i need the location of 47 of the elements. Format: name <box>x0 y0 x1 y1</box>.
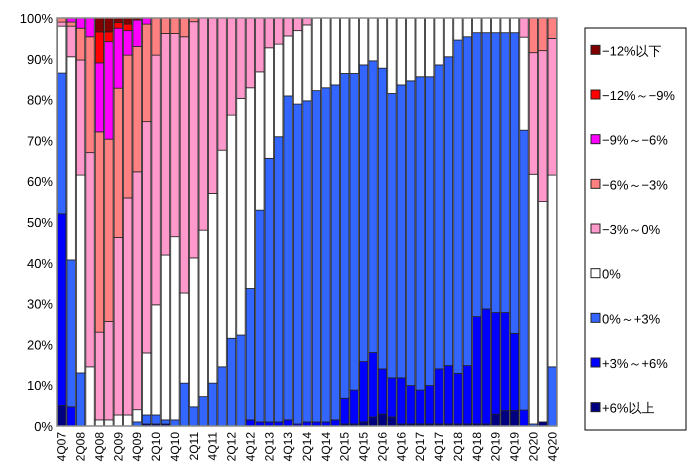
x-tick-label: 4Q08 <box>92 432 106 462</box>
x-tick-label: 4Q12 <box>243 432 258 462</box>
y-tick-label: 90% <box>26 52 54 67</box>
y-tick-label: 0% <box>34 419 54 434</box>
x-tick-label: 4Q17 <box>432 432 446 462</box>
x-tick-label: 2Q14 <box>300 432 314 462</box>
x-tick-label: 4Q11 <box>206 432 220 460</box>
x-tick-label: 4Q10 <box>168 432 182 462</box>
x-tick-label: 2Q17 <box>413 432 428 462</box>
x-tick-label: 2Q08 <box>74 432 88 462</box>
y-tick-label: 30% <box>26 296 54 312</box>
y-tick-label: 100% <box>20 11 54 26</box>
legend-label: +3%～+6% <box>602 356 668 371</box>
x-tick-label: 4Q13 <box>281 432 296 462</box>
x-tick-label: 4Q20 <box>545 432 560 462</box>
x-tick-label: 2Q10 <box>149 432 164 462</box>
y-tick-label: 10% <box>26 378 54 394</box>
x-tick-label: 2Q09 <box>111 432 126 462</box>
x-tick-label: 4Q07 <box>54 432 69 462</box>
x-tick-label: 4Q14 <box>318 432 333 462</box>
x-tick-label: 2Q19 <box>488 432 503 462</box>
x-tick-label: 2Q15 <box>338 432 352 462</box>
x-tick-label: 2Q16 <box>375 432 390 462</box>
x-tick-label: 2Q11 <box>186 432 201 460</box>
legend-label: −12%以下 <box>602 43 662 58</box>
legend-label: −12%～−9% <box>602 88 676 103</box>
y-tick-label: 20% <box>26 337 54 352</box>
x-tick-label: 4Q16 <box>394 432 408 462</box>
x-tick-label: 2Q20 <box>526 432 540 462</box>
legend-label: −9%～−6% <box>602 132 668 148</box>
y-tick-label: 50% <box>26 215 54 230</box>
x-tick-label: 4Q19 <box>508 432 522 462</box>
legend-label: −6%～−3% <box>602 177 668 192</box>
y-tick-label: 80% <box>26 92 54 108</box>
x-tick-label: 2Q12 <box>224 432 239 462</box>
x-tick-label: 4Q15 <box>356 432 371 462</box>
y-tick-label: 70% <box>26 133 54 148</box>
x-tick-label: 2Q18 <box>450 432 465 462</box>
x-tick-label: 2Q13 <box>262 432 276 462</box>
legend-label: 0%～+3% <box>602 311 661 326</box>
x-tick-label: 4Q18 <box>470 432 484 462</box>
legend-label: −3%～0% <box>602 222 661 237</box>
y-tick-label: 40% <box>26 256 54 271</box>
legend-label: 0% <box>602 266 622 282</box>
legend-label: +6%以上 <box>602 400 654 416</box>
x-tick-label: 4Q09 <box>130 432 144 462</box>
y-tick-label: 60% <box>26 174 54 190</box>
